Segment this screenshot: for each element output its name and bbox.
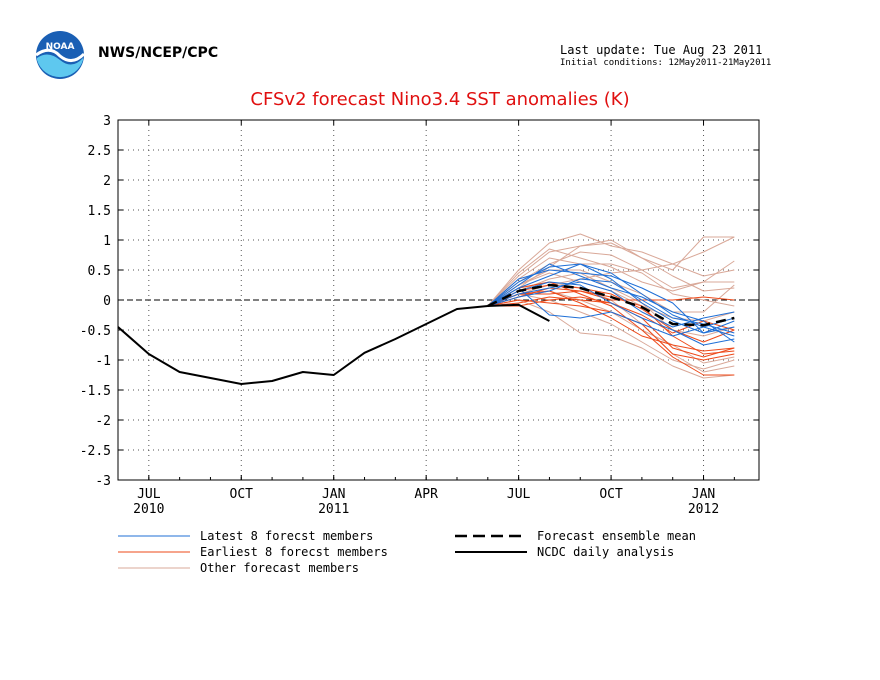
x-tick-label: JUL	[137, 487, 161, 502]
legend-mean-label: Forecast ensemble mean	[537, 529, 696, 543]
latest-member-line	[487, 287, 735, 337]
y-tick-label: -1	[95, 354, 111, 369]
earliest-members	[487, 281, 735, 376]
y-tick-label: 1	[103, 234, 111, 249]
latest-members	[487, 263, 735, 346]
x-tick-label: JUL	[507, 487, 531, 502]
ensemble-mean-line	[487, 283, 735, 327]
y-tick-label: 0	[103, 294, 111, 309]
earliest-member-line	[487, 281, 735, 376]
x-year-label: 2011	[318, 502, 349, 517]
x-tick-label: APR	[414, 487, 438, 502]
plot-frame	[117, 119, 760, 481]
org-label: NWS/NCEP/CPC	[98, 45, 219, 61]
y-tick-label: 1.5	[88, 204, 111, 219]
other-member-line	[487, 242, 735, 307]
legend: Latest 8 forecst members Earliest 8 forec…	[118, 529, 696, 575]
earliest-member-line	[487, 284, 735, 343]
latest-member-line	[487, 278, 735, 334]
analysis-line	[117, 303, 550, 385]
y-tick-label: -3	[95, 474, 111, 489]
noaa-logo: NOAA	[35, 31, 86, 79]
axes: 32.521.510.50-0.5-1-1.5-2-2.5-3JUL2010OC…	[80, 114, 760, 517]
analysis-series	[117, 303, 550, 385]
y-tick-label: -1.5	[80, 384, 111, 399]
other-member-line	[487, 293, 735, 370]
legend-earliest-label: Earliest 8 forecst members	[200, 545, 388, 559]
x-tick-label: JAN	[692, 487, 715, 502]
other-member-line	[487, 236, 735, 307]
last-update-text: Last update: Tue Aug 23 2011	[560, 43, 763, 57]
earliest-member-line	[487, 290, 735, 352]
latest-member-line	[487, 263, 735, 343]
legend-other-label: Other forecast members	[200, 561, 359, 575]
other-member-line	[487, 233, 735, 307]
latest-member-line	[487, 263, 735, 334]
legend-analysis-label: NCDC daily analysis	[537, 545, 674, 559]
latest-member-line	[487, 281, 735, 346]
x-year-label: 2010	[133, 502, 164, 517]
initial-conditions-text: Initial conditions: 12May2011-21May2011	[560, 58, 772, 68]
y-tick-label: 2	[103, 174, 111, 189]
other-member-line	[487, 248, 735, 307]
logo-text: NOAA	[46, 42, 75, 52]
latest-member-line	[487, 281, 735, 328]
y-tick-label: 3	[103, 114, 111, 129]
latest-member-line	[487, 269, 735, 334]
x-tick-label: OCT	[230, 487, 254, 502]
legend-latest-label: Latest 8 forecst members	[200, 529, 373, 543]
y-tick-label: 0.5	[88, 264, 111, 279]
x-tick-label: OCT	[599, 487, 623, 502]
y-tick-label: 2.5	[88, 144, 111, 159]
earliest-member-line	[487, 287, 735, 307]
ensemble-mean-series	[487, 283, 735, 327]
x-tick-label: JAN	[322, 487, 345, 502]
y-tick-label: -2	[95, 414, 111, 429]
y-tick-label: -0.5	[80, 324, 111, 339]
y-tick-label: -2.5	[80, 444, 111, 459]
chart-title: CFSv2 forecast Nino3.4 SST anomalies (K)	[250, 89, 630, 110]
x-year-label: 2012	[688, 502, 719, 517]
